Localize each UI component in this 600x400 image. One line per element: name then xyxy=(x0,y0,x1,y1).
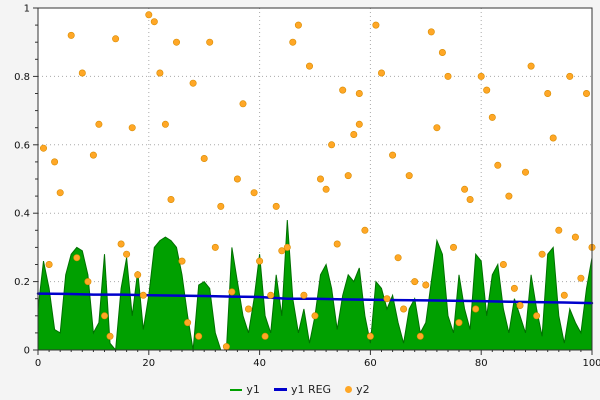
svg-text:0.8: 0.8 xyxy=(14,72,30,83)
svg-text:0.6: 0.6 xyxy=(14,140,30,151)
svg-text:0.4: 0.4 xyxy=(14,209,30,220)
svg-text:40: 40 xyxy=(253,358,266,369)
legend-label-y2: y2 xyxy=(356,383,370,396)
svg-text:100: 100 xyxy=(582,358,600,369)
legend-item-y1: y1 xyxy=(230,384,260,395)
chart-legend: y1 y1 REG y2 xyxy=(0,384,600,395)
y1-reg-line-marker-icon xyxy=(273,388,287,391)
legend-item-y1-reg: y1 REG xyxy=(273,383,332,396)
svg-text:1: 1 xyxy=(24,4,30,15)
svg-text:0: 0 xyxy=(24,346,30,357)
legend-label-y1-reg: y1 REG xyxy=(290,383,332,396)
legend-label-y1: y1 xyxy=(246,383,260,396)
y1-line-marker-icon xyxy=(230,388,243,391)
y2-dot-marker-icon xyxy=(345,386,353,393)
svg-text:80: 80 xyxy=(475,358,488,369)
svg-text:0.2: 0.2 xyxy=(14,277,30,288)
svg-text:0: 0 xyxy=(35,358,41,369)
svg-text:60: 60 xyxy=(364,358,377,369)
svg-text:20: 20 xyxy=(142,358,155,369)
legend-item-y2: y2 xyxy=(345,384,370,395)
